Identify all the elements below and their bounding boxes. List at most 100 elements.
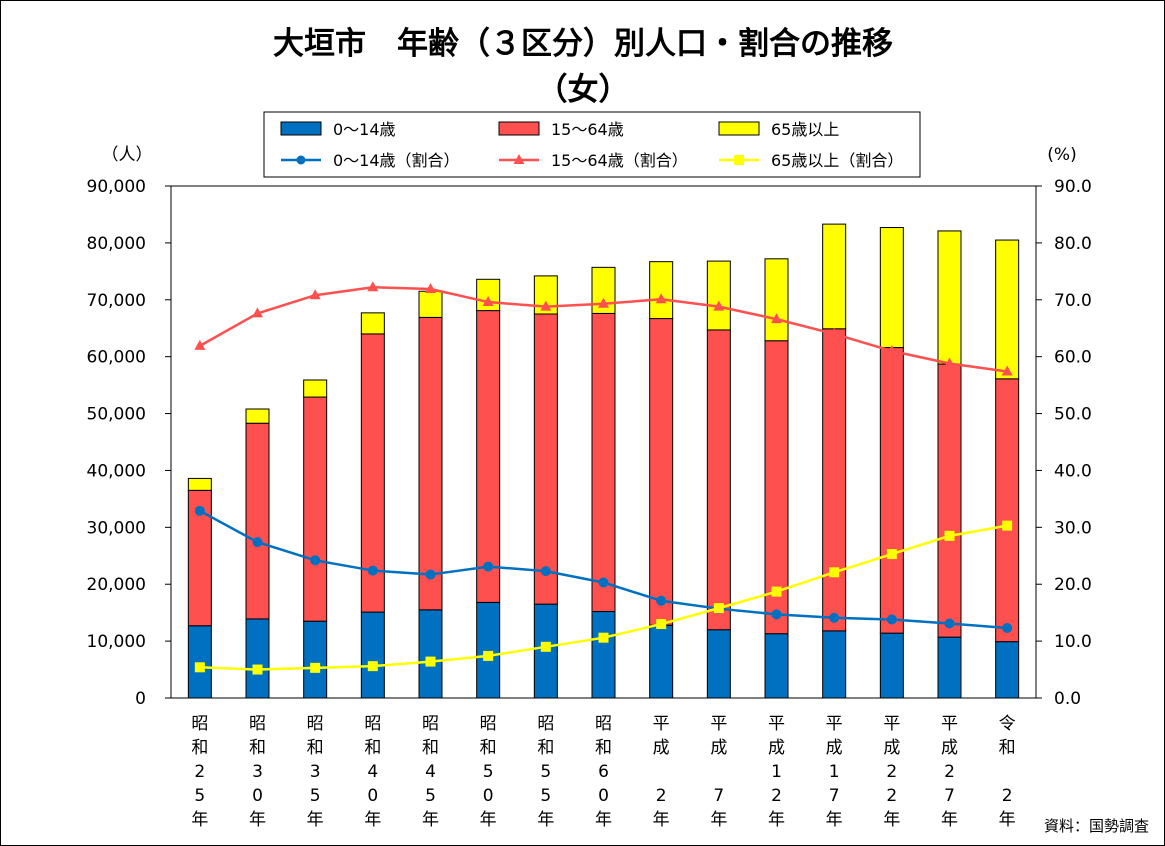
right-tick-label: 80.0 — [1054, 234, 1092, 254]
bar-age-15-64 — [418, 316, 443, 611]
legend-label-age-0-14: 0～14歳 — [333, 120, 396, 139]
x-tick-char: 6 — [598, 762, 609, 782]
point-age-15-64-ratio — [194, 339, 206, 350]
line-series — [194, 281, 1013, 675]
left-tick-label: 30,000 — [87, 518, 146, 538]
bar-age-0-14 — [418, 609, 443, 699]
x-tick-char: 2 — [194, 762, 205, 782]
point-age-15-64-ratio — [1001, 365, 1013, 376]
bar-age-65-plus — [533, 275, 558, 315]
x-tick-char: 年 — [826, 810, 843, 830]
bar-age-15-64 — [591, 312, 616, 613]
x-tick-char: 年 — [710, 810, 727, 830]
x-tick-char: 0 — [252, 786, 263, 806]
x-tick-label: 昭和 4 0 年 — [364, 714, 381, 830]
x-tick-char: 5 — [425, 786, 436, 806]
x-tick-char: 年 — [364, 810, 381, 830]
x-tick-label: 昭和 5 0 年 — [480, 714, 497, 830]
point-age-65-plus-ratio — [771, 586, 782, 597]
x-tick-char: 和 — [595, 738, 612, 758]
bar-age-0-14 — [476, 601, 501, 699]
bar-age-65-plus — [245, 408, 270, 424]
point-age-15-64-ratio — [252, 307, 263, 318]
bar-age-65-plus — [360, 312, 385, 335]
bar-age-0-14 — [649, 624, 674, 699]
x-tick-char: 年 — [768, 810, 785, 830]
point-age-0-14-ratio — [367, 565, 378, 576]
x-tick-char: 年 — [191, 810, 208, 830]
bar-age-15-64 — [245, 422, 270, 620]
point-age-65-plus-ratio — [598, 632, 609, 643]
x-tick-char: 5 — [483, 762, 494, 782]
left-axis: 0 10,000 20,000 30,000 40,000 50,000 60,000 70,… — [87, 177, 171, 709]
point-age-65-plus-ratio — [194, 662, 205, 673]
x-tick-char: 0 — [367, 786, 378, 806]
x-tick-char: 令 — [999, 714, 1016, 734]
point-age-15-64-ratio — [598, 297, 609, 308]
chart-subtitle: （女） — [537, 72, 630, 108]
x-tick-char: 昭 — [480, 714, 497, 734]
left-axis-unit: （人） — [102, 145, 153, 165]
right-tick-label: 70.0 — [1054, 291, 1092, 311]
bar-age-0-14 — [764, 633, 789, 699]
bar-age-65-plus — [937, 230, 962, 365]
legend-swatch-age-15-64 — [498, 121, 540, 136]
x-tick-label: 昭和 5 5 年 — [537, 714, 554, 830]
left-tick-label: 50,000 — [87, 405, 146, 425]
x-tick-char: 成 — [883, 738, 900, 758]
legend-label-age-15-64: 15～64歳 — [551, 120, 624, 139]
x-tick-char: 成 — [710, 738, 727, 758]
bar-age-0-14 — [591, 611, 616, 699]
bar-age-65-plus — [649, 261, 674, 320]
x-tick-char: 年 — [480, 810, 497, 830]
point-age-0-14-ratio — [483, 561, 494, 572]
x-tick-char: 5 — [540, 786, 551, 806]
x-tick-label: 平成 7 年 — [710, 714, 727, 830]
x-tick-label: 平成 2 年 — [653, 714, 670, 830]
x-tick-char: 0 — [483, 786, 494, 806]
legend-label-age-65-plus-ratio: 65歳以上（割合） — [771, 151, 903, 170]
left-tick-label: 0 — [135, 689, 146, 709]
bar-age-0-14 — [706, 629, 731, 699]
left-tick-label: 60,000 — [87, 348, 146, 368]
legend-label-age-65-plus: 65歳以上 — [771, 120, 839, 139]
x-tick-label: 平成 2 2 年 — [883, 714, 900, 830]
x-tick-char: 年 — [422, 810, 439, 830]
legend: 0～14歳 15～64歳 65歳以上 0～14歳（割合） 15～64歳（割合） 65歳以上… — [280, 120, 903, 170]
x-tick-char: 成 — [941, 738, 958, 758]
x-tick-char: 5 — [310, 786, 321, 806]
x-tick-char: 成 — [653, 738, 670, 758]
x-tick-label: 令和 2 年 — [999, 714, 1016, 830]
bar-age-15-64 — [476, 310, 501, 603]
x-tick-char: 和 — [999, 738, 1016, 758]
bar-age-0-14 — [360, 611, 385, 699]
x-tick-char: 1 — [771, 762, 782, 782]
right-tick-label: 40.0 — [1054, 461, 1092, 481]
x-tick-char: 平 — [941, 714, 958, 734]
point-age-15-64-ratio — [713, 300, 725, 311]
x-axis-labels: 昭和 2 5 年 昭和 3 0 年 昭和 3 5 年 昭和 4 0 年 昭和 4 5 年 昭和 5 0 年 昭和 5 5 年 昭和 6 0 年… — [191, 714, 1015, 830]
x-tick-char: 2 — [944, 762, 955, 782]
x-tick-char: 2 — [1002, 786, 1013, 806]
bar-age-65-plus — [187, 477, 212, 491]
x-tick-char: 年 — [883, 810, 900, 830]
x-tick-char: 1 — [829, 762, 840, 782]
x-tick-char: 年 — [999, 810, 1016, 830]
x-tick-char: 平 — [883, 714, 900, 734]
x-tick-char: 年 — [249, 810, 266, 830]
bar-age-15-64 — [303, 396, 328, 622]
bar-age-0-14 — [822, 630, 847, 699]
point-age-65-plus-ratio — [829, 567, 840, 578]
point-age-65-plus-ratio — [367, 661, 378, 672]
right-tick-label: 60.0 — [1054, 348, 1092, 368]
x-tick-label: 平成 2 7 年 — [941, 714, 958, 830]
x-tick-char: 7 — [713, 786, 724, 806]
point-age-15-64-ratio — [655, 293, 667, 304]
x-tick-label: 昭和 3 5 年 — [307, 714, 324, 830]
bar-series — [187, 223, 1020, 699]
point-age-0-14-ratio — [944, 618, 955, 629]
x-tick-char: 7 — [944, 786, 955, 806]
x-tick-char: 5 — [540, 762, 551, 782]
right-axis-unit: (%) — [1047, 145, 1076, 165]
x-tick-char: 0 — [598, 786, 609, 806]
